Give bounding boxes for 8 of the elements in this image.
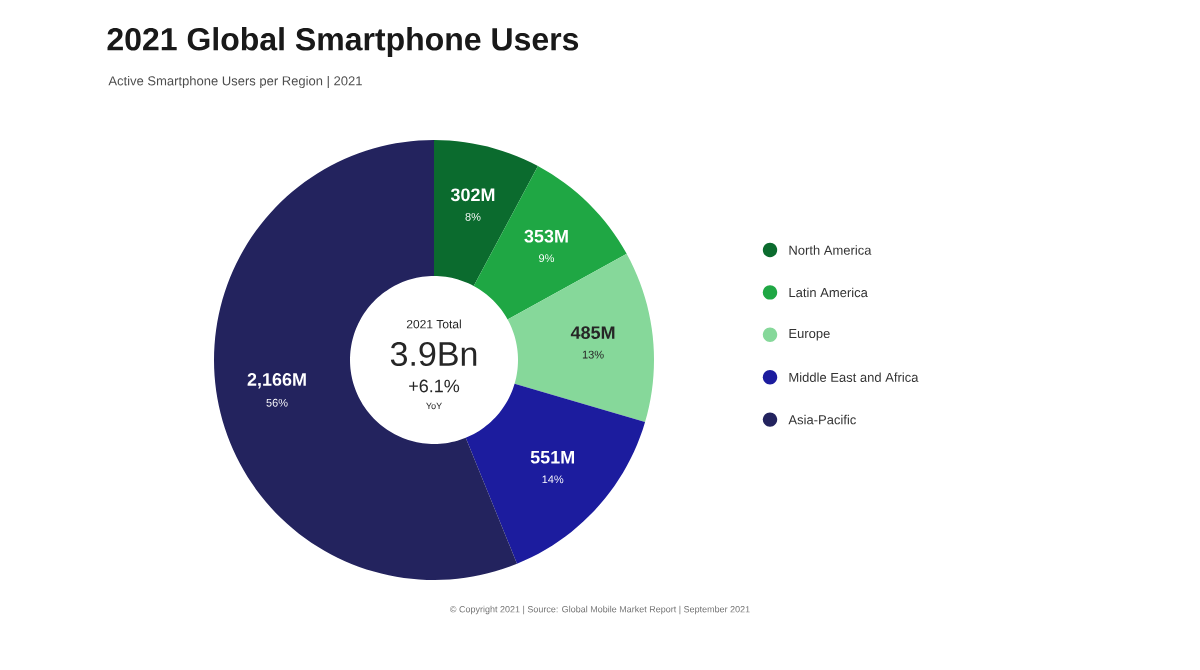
data-label: 551M — [530, 451, 574, 464]
data-label: 2,166M — [247, 373, 306, 389]
text: +6.1% — [409, 379, 460, 393]
text: 3.9Bn — [390, 341, 477, 367]
data-label: 485M — [570, 326, 615, 340]
data-label: 353M — [524, 229, 568, 243]
chart-title: 2021 Global Smartphone Users — [107, 27, 579, 57]
data-label: 302M — [450, 188, 495, 202]
